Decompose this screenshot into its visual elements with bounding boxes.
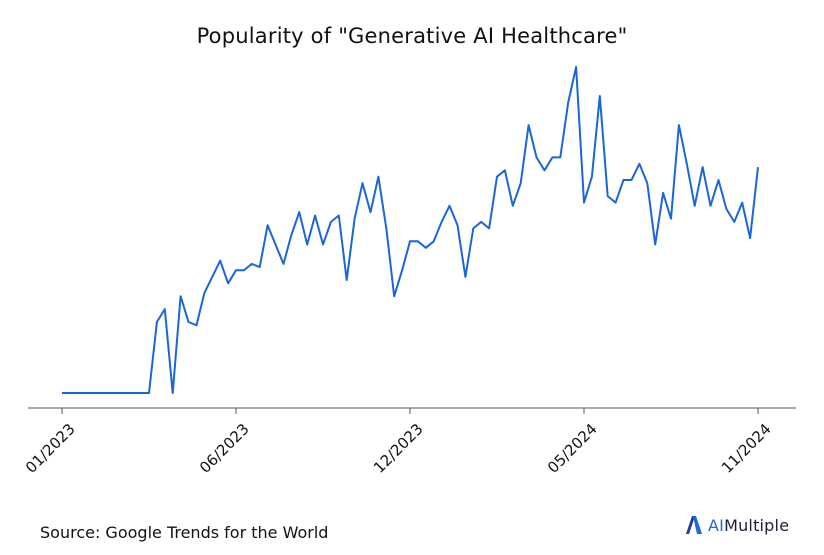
series-group [62,66,759,394]
x-tick-label: 01/2023 [22,420,79,477]
brand-name: AIMultiple [708,516,789,535]
x-axis-ticks: 01/2023 06/2023 12/2023 05/2024 11/2024 [22,408,775,477]
brand-prefix: AI [708,515,725,535]
series-line-popularity [62,66,759,394]
brand-logo: AIMultiple [684,514,789,536]
x-tick-label: 05/2024 [544,420,601,477]
chart-title: Popularity of "Generative AI Healthcare" [196,24,628,48]
brand-suffix: Multiple [724,515,790,535]
x-tick-label: 11/2024 [718,420,775,477]
aimultiple-logo-icon [686,516,702,534]
source-note: Source: Google Trends for the World [40,523,329,542]
x-tick-label: 12/2023 [370,420,427,477]
x-tick-label: 06/2023 [196,420,253,477]
